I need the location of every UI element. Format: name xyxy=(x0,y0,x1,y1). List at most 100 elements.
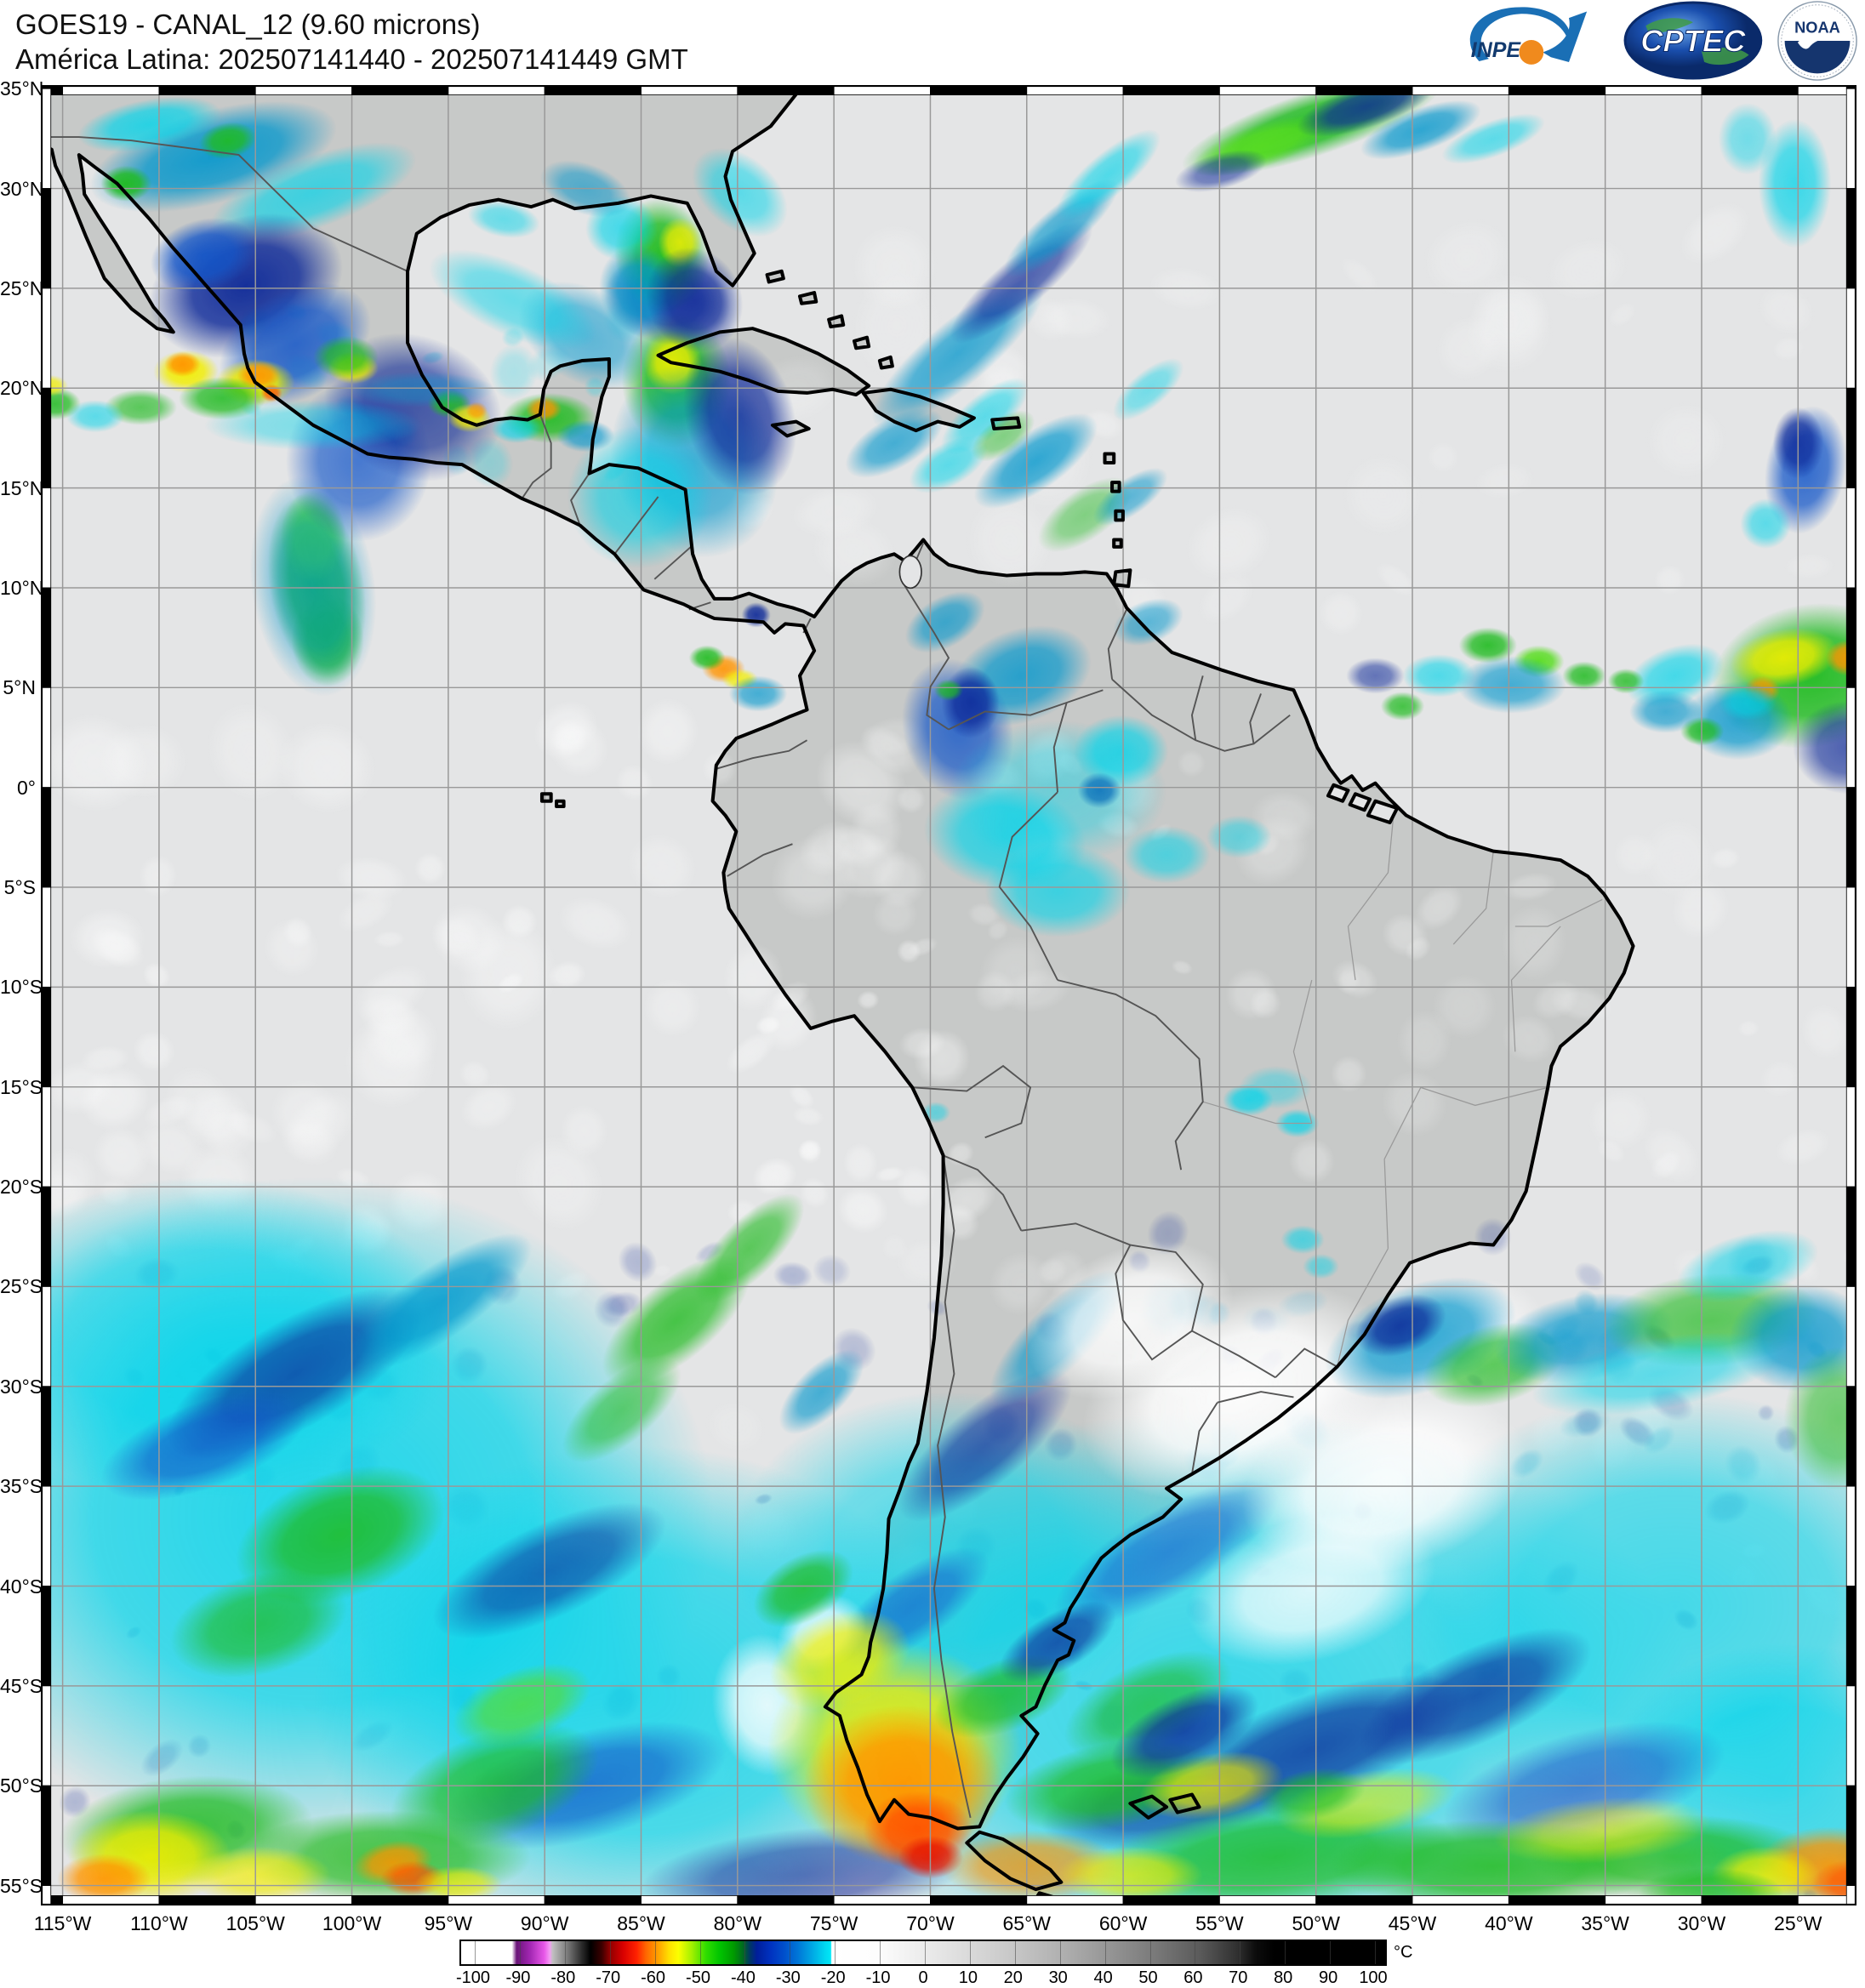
colorbar-tickline xyxy=(969,1941,971,1964)
colorbar-tickline xyxy=(925,1941,926,1964)
lat-label: 20°S xyxy=(0,1176,43,1199)
satellite-map xyxy=(41,85,1856,1905)
state-border-path xyxy=(1420,1086,1548,1107)
noaa-gull-icon xyxy=(1797,32,1838,49)
colorbar-tickline xyxy=(1330,1941,1332,1964)
country-border-path xyxy=(1249,693,1262,744)
country-border-path xyxy=(1190,675,1204,741)
page-subtitle: América Latina: 202507141440 - 202507141… xyxy=(15,43,688,75)
lon-label: 95°W xyxy=(424,1912,473,1934)
logo-row: INPE CPTEC NOAA xyxy=(1446,0,1858,83)
inpe-inner-swirl xyxy=(1503,19,1549,49)
map-frame-outline xyxy=(41,85,1856,1905)
cptec-continent-2 xyxy=(1702,47,1749,66)
colorbar-tickline xyxy=(744,1941,746,1964)
country-border-path xyxy=(1107,609,1128,680)
title-block: GOES19 - CANAL_12 (9.60 microns) América… xyxy=(15,7,688,77)
lat-label: 25°N xyxy=(0,276,44,299)
country-border-path xyxy=(1111,678,1291,752)
lat-label: 50°S xyxy=(0,1774,43,1797)
colorbar-tickline xyxy=(609,1941,611,1964)
lon-label: 25°W xyxy=(1774,1912,1822,1934)
state-border-path xyxy=(1452,851,1494,945)
lon-label: 85°W xyxy=(617,1912,665,1934)
country-border-path xyxy=(570,473,590,526)
inpe-arrow xyxy=(1543,11,1588,62)
temperature-colorbar: -100 -90 -80 -70 -60 -50 -40 -30 -20 -10 0 10 20 30 40… xyxy=(456,1940,1412,1987)
state-border-path xyxy=(1292,979,1313,1124)
lon-label: 65°W xyxy=(1002,1912,1052,1934)
colorbar-tickline xyxy=(880,1941,881,1964)
lake-maracaibo xyxy=(898,555,922,590)
lat-label: 55°S xyxy=(0,1874,43,1897)
colorbar-tickline xyxy=(1375,1941,1376,1964)
noaa-label: NOAA xyxy=(1794,18,1840,36)
lon-label: 60°W xyxy=(1098,1912,1148,1934)
country-border-path xyxy=(653,546,692,580)
country-border-path xyxy=(1191,1402,1218,1475)
lon-label: 110°W xyxy=(130,1912,188,1934)
lon-label: 30°W xyxy=(1677,1912,1726,1934)
lat-label: 25°S xyxy=(0,1275,43,1298)
state-border-path xyxy=(1510,926,1561,1052)
colorbar-tickline xyxy=(699,1941,701,1964)
colorbar-tick-label: 0 xyxy=(918,1968,928,1987)
lat-label: 35°N xyxy=(0,77,44,100)
cptec-label: CPTEC xyxy=(1640,24,1746,59)
cptec-continent-1 xyxy=(1645,18,1694,35)
lat-label: 0° xyxy=(17,776,36,799)
noaa-logo: NOAA xyxy=(1777,1,1857,81)
country-border-path xyxy=(1275,1347,1338,1378)
inpe-orange-dot xyxy=(1519,40,1544,65)
lat-label: 20°N xyxy=(0,377,44,400)
noaa-sea xyxy=(1784,41,1851,74)
inpe-label: INPE xyxy=(1471,38,1522,62)
lat-label: 5°S xyxy=(3,876,36,899)
colorbar-tickline xyxy=(1285,1941,1286,1964)
colorbar-tickline xyxy=(475,1941,476,1964)
colorbar-tickline xyxy=(519,1941,521,1964)
lat-label: 10°S xyxy=(0,976,43,999)
colorbar-tickline xyxy=(564,1941,566,1964)
country-border-path xyxy=(948,689,1104,731)
country-border-path xyxy=(716,739,808,770)
lat-label: 30°S xyxy=(0,1375,43,1398)
inpe-logo: INPE xyxy=(1470,7,1588,65)
country-border-path xyxy=(521,413,552,499)
country-border-path xyxy=(1217,1391,1294,1404)
country-border-path xyxy=(41,136,408,272)
country-border-path xyxy=(1115,1244,1204,1361)
lat-label: 45°S xyxy=(0,1674,43,1697)
page-title: GOES19 - CANAL_12 (9.60 microns) xyxy=(15,9,481,40)
lon-label: 40°W xyxy=(1485,1912,1533,1934)
lon-label: 75°W xyxy=(809,1912,858,1934)
lat-label: 35°S xyxy=(0,1475,43,1498)
state-border-path xyxy=(1514,898,1603,927)
colorbar-tickline xyxy=(1149,1941,1151,1964)
country-border-path xyxy=(932,1155,972,1819)
header: GOES19 - CANAL_12 (9.60 microns) América… xyxy=(0,0,1865,85)
lat-label: 5°N xyxy=(3,676,36,699)
colorbar-tick-label: 100 xyxy=(1359,1968,1388,1987)
country-border-path xyxy=(727,843,793,877)
lon-label: 80°W xyxy=(713,1912,762,1934)
colorbar-gradient xyxy=(461,1941,1385,1964)
lat-label: 15°N xyxy=(0,476,44,499)
country-border-path xyxy=(1052,702,1068,793)
lon-label: 70°W xyxy=(906,1912,955,1934)
colorbar-frame xyxy=(459,1940,1387,1966)
lon-label: 100°W xyxy=(322,1912,382,1934)
country-border-path xyxy=(943,1154,1023,1232)
colorbar-tickline xyxy=(1014,1941,1016,1964)
coastline-grid-layer xyxy=(41,85,1856,1905)
country-border-path xyxy=(998,791,1058,981)
state-border-path xyxy=(1337,1248,1389,1367)
lat-label: 10°N xyxy=(0,576,44,599)
country-border-path xyxy=(912,1064,1032,1139)
colorbar-tickline xyxy=(1059,1941,1061,1964)
state-border-path xyxy=(1383,1087,1422,1249)
cptec-logo: CPTEC xyxy=(1623,1,1763,80)
country-border-path xyxy=(613,496,659,555)
lon-label: 90°W xyxy=(520,1912,569,1934)
lon-label: 105°W xyxy=(225,1912,285,1934)
